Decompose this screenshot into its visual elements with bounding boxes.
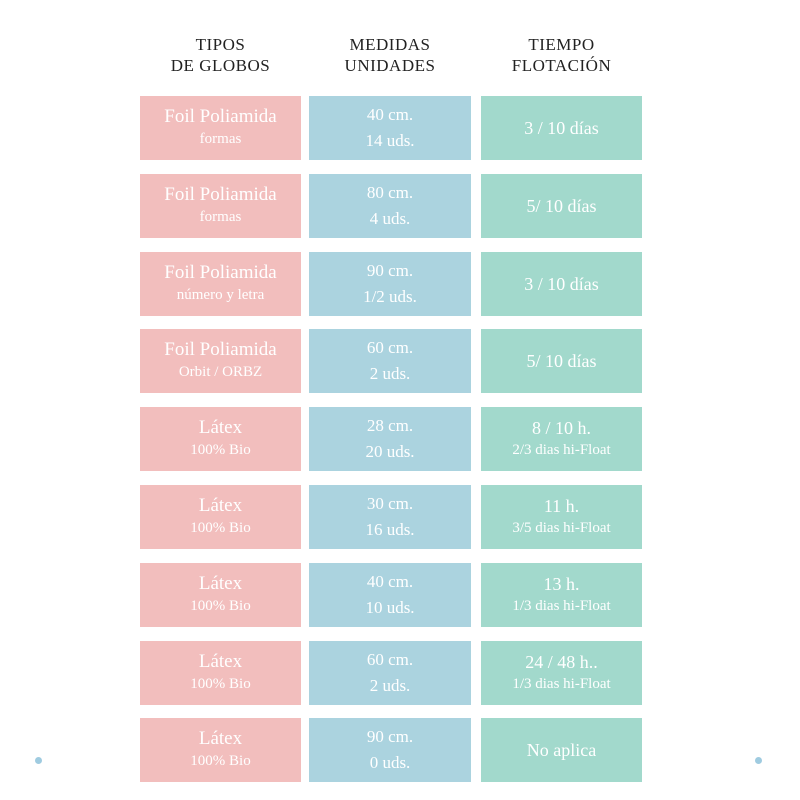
cell-text: 40 cm. [366, 105, 414, 124]
header-line: UNIDADES [344, 56, 436, 75]
cell-text: 90 cm. [366, 727, 414, 747]
table-cell: 40 cm. 10 uds. [309, 562, 471, 627]
cell-text: 100% Bio [190, 442, 251, 459]
cell-text: Foil Poliamida [164, 261, 277, 283]
header-line: FLOTACIÓN [511, 56, 612, 75]
cell-text: 1/3 dias hi-Float [512, 597, 611, 614]
cell-text: Látex [198, 417, 243, 439]
table-cell: 3 / 10 días [481, 251, 642, 316]
table-cell: 60 cm. 2 uds. [309, 329, 471, 394]
table-cell: Foil Poliamida formas [140, 96, 301, 160]
table-cell: 3 / 10 días [481, 96, 642, 160]
table-cell: Foil Poliamida Orbit / ORBZ [140, 329, 301, 394]
table-cell: 28 cm. 20 uds. [309, 407, 471, 472]
column-header: TIEMPO FLOTACIÓN [481, 34, 642, 76]
table-cell: No aplica [481, 718, 642, 783]
cell-text: 2 uds. [369, 675, 411, 695]
cell-text: 90 cm. [366, 260, 414, 280]
table-cell: Látex 100% Bio [140, 562, 301, 627]
table-cell: 11 h. 3/5 dias hi-Float [481, 485, 642, 549]
cell-text: 4 uds. [369, 208, 411, 228]
cell-text: 10 uds. [365, 597, 415, 617]
cell-text: Látex [198, 650, 243, 672]
header-line: DE GLOBOS [170, 56, 271, 75]
dot [35, 757, 42, 764]
table-cell: 24 / 48 h.. 1/3 dias hi-Float [481, 640, 642, 705]
cell-text: No aplica [526, 740, 597, 761]
cell-text: 3/5 dias hi-Float [512, 520, 611, 536]
table-cell: 30 cm. 16 uds. [309, 485, 471, 549]
dot [755, 757, 762, 764]
cell-text: 0 uds. [369, 753, 411, 773]
header-line: TIEMPO [528, 35, 595, 54]
table-cell: 13 h. 1/3 dias hi-Float [481, 562, 642, 627]
cell-text: Foil Poliamida [164, 339, 277, 361]
cell-text: 11 h. [543, 496, 580, 516]
cell-text: formas [199, 208, 242, 225]
table-cell: 60 cm. 2 uds. [309, 640, 471, 705]
cell-text: 80 cm. [366, 182, 414, 202]
cell-text: 40 cm. [366, 571, 414, 591]
cell-text: 28 cm. [366, 416, 414, 436]
cell-text: 1/2 uds. [363, 286, 417, 306]
cell-text: 16 uds. [365, 520, 415, 539]
table-cell: 80 cm. 4 uds. [309, 173, 471, 238]
cell-text: Orbit / ORBZ [178, 364, 263, 381]
cell-text: 1/3 dias hi-Float [512, 675, 611, 692]
table-cell: 5/ 10 días [481, 173, 642, 238]
cell-text: 30 cm. [366, 494, 414, 513]
cell-text: 100% Bio [190, 753, 251, 770]
cell-text: formas [199, 131, 242, 147]
table-cell: Látex 100% Bio [140, 718, 301, 783]
cell-text: 8 / 10 h. [531, 418, 591, 439]
cell-text: Látex [198, 572, 243, 594]
cell-text: Látex [198, 495, 243, 516]
cell-text: 24 / 48 h.. [525, 651, 598, 672]
cell-text: 14 uds. [365, 131, 415, 150]
header-line: TIPOS [195, 35, 246, 54]
cell-text: 2/3 dias hi-Float [512, 442, 611, 459]
table-cell: 8 / 10 h. 2/3 dias hi-Float [481, 407, 642, 472]
cell-text: Foil Poliamida [164, 106, 277, 127]
header-line: MEDIDAS [349, 35, 431, 54]
cell-text: 60 cm. [366, 338, 414, 358]
table-cell: Látex 100% Bio [140, 485, 301, 549]
table-cell: 40 cm. 14 uds. [309, 96, 471, 160]
column-header: MEDIDAS UNIDADES [309, 34, 471, 76]
cell-text: 2 uds. [369, 364, 411, 384]
cell-text: Látex [198, 728, 243, 750]
cell-text: 5/ 10 días [526, 195, 597, 216]
cell-text: 3 / 10 días [524, 118, 599, 138]
table-cell: Látex 100% Bio [140, 640, 301, 705]
cell-text: 100% Bio [190, 675, 251, 692]
cell-text: 100% Bio [190, 520, 251, 536]
table-cell: 5/ 10 días [481, 329, 642, 394]
cell-text: 100% Bio [190, 597, 251, 614]
cell-text: número y letra [176, 286, 265, 303]
table-cell: 90 cm. 1/2 uds. [309, 251, 471, 316]
table-cell: Foil Poliamida formas [140, 173, 301, 238]
cell-text: 5/ 10 días [526, 351, 597, 372]
table-cell: 90 cm. 0 uds. [309, 718, 471, 783]
table-cell: Foil Poliamida número y letra [140, 251, 301, 316]
table-cell: Látex 100% Bio [140, 407, 301, 472]
cell-text: 13 h. [543, 573, 580, 594]
cell-text: 60 cm. [366, 649, 414, 669]
column-header: TIPOS DE GLOBOS [140, 34, 301, 76]
cell-text: 20 uds. [365, 442, 415, 462]
cell-text: 3 / 10 días [524, 273, 599, 294]
cell-text: Foil Poliamida [164, 183, 277, 205]
